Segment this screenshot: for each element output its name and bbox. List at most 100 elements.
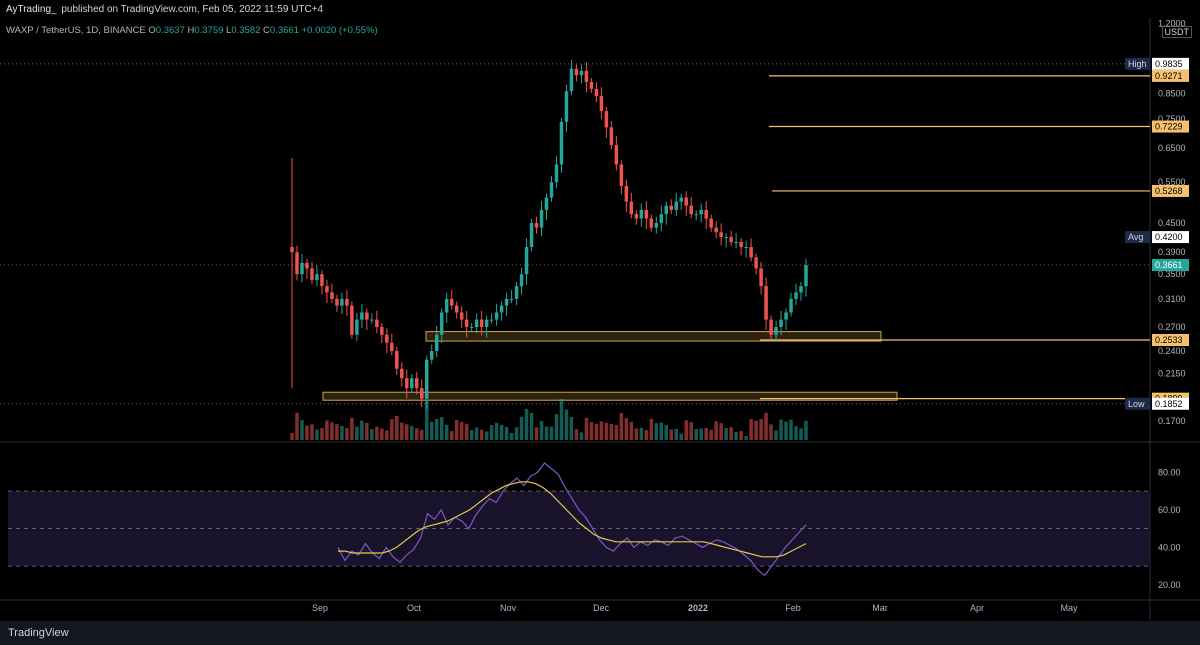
- candle-body: [764, 286, 768, 320]
- price-label-value: 0.7229: [1155, 122, 1183, 132]
- price-label-box: [1152, 120, 1189, 133]
- candle-body: [704, 209, 708, 219]
- candle-body: [719, 232, 723, 238]
- candle-body: [444, 298, 449, 313]
- volume-bar: [549, 426, 554, 440]
- volume-bar: [669, 429, 674, 440]
- volume-bar: [559, 399, 564, 440]
- volume-bar: [424, 399, 429, 440]
- volume-bar: [804, 420, 808, 440]
- price-label-value: 0.9835: [1155, 59, 1183, 69]
- volume-bar: [519, 416, 524, 440]
- volume-bar: [300, 420, 304, 440]
- volume-bar: [639, 427, 644, 440]
- volume-bar: [439, 417, 444, 440]
- candle-body: [554, 164, 559, 183]
- volume-bar: [689, 422, 693, 440]
- volume-bar: [380, 428, 384, 440]
- price-label-name: Low: [1128, 399, 1145, 409]
- candle-body: [739, 241, 743, 248]
- candle-body: [395, 350, 399, 369]
- price-label-value: 0.5268: [1155, 186, 1183, 196]
- volume-bar: [410, 426, 414, 440]
- tradingview-logo[interactable]: TradingView: [8, 627, 69, 639]
- volume-bar: [340, 426, 344, 440]
- candle-body: [729, 237, 733, 242]
- candle-body: [789, 298, 793, 313]
- volume-bar: [744, 436, 748, 440]
- volume-bar: [325, 420, 329, 440]
- volume-bar: [320, 428, 324, 440]
- volume-bar: [469, 430, 474, 440]
- candle-body: [664, 205, 669, 215]
- price-tick-label: 0.3900: [1158, 247, 1186, 257]
- candle-body: [355, 319, 359, 335]
- price-label-box: [1152, 57, 1189, 70]
- volume-bar: [330, 422, 334, 440]
- candle-body: [330, 292, 334, 299]
- candle-body: [569, 68, 574, 92]
- high-value: 0.3759: [194, 25, 224, 36]
- candle-body: [679, 197, 683, 202]
- axis-unit-label[interactable]: USDT: [1161, 26, 1192, 38]
- volume-bar: [405, 424, 409, 440]
- volume-bar: [604, 422, 609, 440]
- candle-body: [504, 298, 509, 306]
- candle-body: [779, 319, 783, 328]
- candle-body: [754, 257, 758, 269]
- price-label-box: [1152, 334, 1189, 347]
- volume-bar: [529, 413, 534, 440]
- price-tick-label: 0.3500: [1158, 269, 1186, 279]
- volume-bar: [619, 413, 624, 440]
- price-tick-label: 0.2150: [1158, 368, 1186, 378]
- volume-bar: [659, 422, 664, 440]
- volume-bar: [375, 426, 379, 440]
- candle-body: [594, 88, 599, 96]
- volume-bar: [774, 430, 778, 440]
- candle-body: [799, 286, 803, 293]
- volume-bar: [719, 423, 723, 440]
- candle-body: [434, 334, 439, 351]
- candle-body: [734, 241, 738, 243]
- volume-bar: [310, 424, 314, 440]
- time-axis-label: Oct: [407, 603, 422, 613]
- volume-bar: [489, 425, 494, 440]
- candle-body: [774, 327, 778, 335]
- volume-bar: [739, 431, 743, 440]
- open-label: O: [148, 25, 156, 36]
- volume-bar: [714, 421, 718, 440]
- volume-bar: [504, 427, 509, 440]
- volume-bar: [539, 421, 544, 440]
- volume-bar: [434, 419, 439, 440]
- time-axis-label: Mar: [872, 603, 888, 613]
- author-name[interactable]: AyTrading_: [6, 4, 57, 15]
- volume-bar: [514, 427, 519, 440]
- candle-body: [644, 209, 649, 219]
- volume-bar: [794, 426, 798, 440]
- volume-bar: [444, 424, 449, 440]
- candle-body: [694, 214, 698, 216]
- price-tick-label: 0.8500: [1158, 89, 1186, 99]
- candle-body: [579, 70, 584, 76]
- candle-body: [784, 312, 788, 320]
- candle-body: [429, 350, 434, 360]
- volume-bar: [524, 408, 529, 440]
- price-label-box: [1152, 231, 1189, 244]
- candle-body: [300, 262, 304, 275]
- volume-bar: [679, 433, 683, 440]
- candle-body: [514, 286, 519, 299]
- symbol-label[interactable]: WAXP / TetherUS, 1D, BINANCE: [6, 25, 146, 36]
- price-tick-label: 0.3100: [1158, 294, 1186, 304]
- price-label-name: High: [1128, 59, 1147, 69]
- price-chart[interactable]: 1.2000 0.8500 0.7500 0.6500 0.5500 0.4500 0.39…: [0, 0, 1200, 620]
- candle-body: [584, 70, 589, 82]
- candle-body: [684, 197, 688, 206]
- candle-body: [634, 214, 639, 219]
- change-value: +0.0020 (+0.55%): [301, 25, 378, 36]
- price-label-box: [1152, 397, 1189, 410]
- volume-bar: [335, 424, 339, 440]
- low-value: 0.3582: [231, 25, 261, 36]
- candle-body: [519, 274, 524, 287]
- open-value: 0.3637: [155, 25, 185, 36]
- volume-bar: [759, 419, 763, 440]
